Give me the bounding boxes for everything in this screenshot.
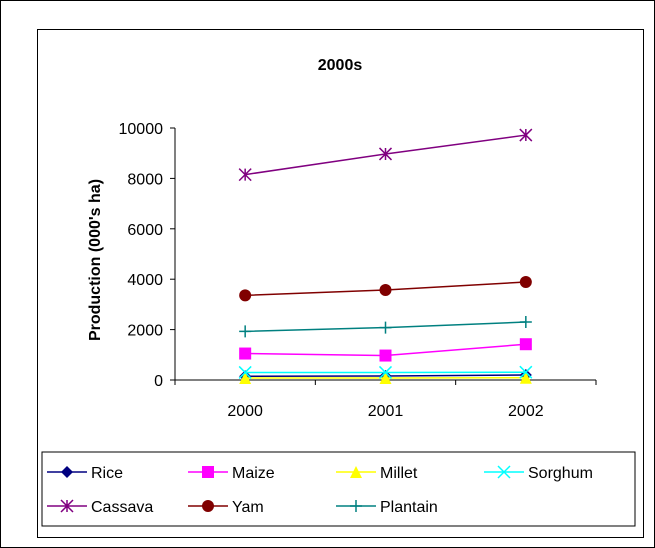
legend-item-millet: Millet [336,465,418,482]
data-point [519,275,532,288]
data-point [519,338,532,351]
legend-marker [202,500,214,512]
x-tick-label: 2001 [368,403,404,420]
legend-label: Millet [380,465,418,482]
data-point [238,168,252,182]
data-point [379,349,392,362]
data-point [519,371,532,384]
data-point [519,365,533,379]
legend-item-cassava: Cassava [47,499,153,516]
legend-label: Rice [91,465,123,482]
legend-item-sorghum: Sorghum [484,465,593,482]
data-point [239,289,252,302]
data-point [238,365,252,379]
series-plantain [239,316,532,338]
legend-label: Plantain [380,499,438,516]
series-layer [238,128,533,384]
legend-marker [61,466,73,478]
data-point [239,325,252,338]
legend-marker [350,500,362,512]
series-maize [239,338,532,362]
legend-label: Maize [232,465,275,482]
series-millet [239,371,532,384]
data-point [519,316,532,329]
legend: Rice Maize Millet Sorghum Cassava Yam Plantain [47,465,593,516]
y-tick-label: 8000 [127,171,163,188]
legend-item-yam: Yam [188,499,264,516]
chart-border [37,29,644,538]
legend-item-maize: Maize [188,465,275,482]
legend-marker [497,465,511,479]
legend-marker [60,499,74,513]
x-tick-label: 2002 [508,403,544,420]
legend-item-rice: Rice [47,465,123,482]
series-yam [239,275,532,302]
y-tick-label: 10000 [119,121,164,138]
y-tick-label: 4000 [127,272,163,289]
y-tick-label: 6000 [127,222,163,239]
series-sorghum [238,365,533,379]
y-axis-label: Production (000's ha) [87,179,104,341]
y-tick-label: 0 [154,373,163,390]
legend-label: Yam [232,499,264,516]
data-point [379,321,392,334]
data-point [239,347,252,360]
series-cassava [238,128,533,182]
legend-marker [202,466,214,478]
chart-title: 2000s [318,57,363,74]
legend-label: Sorghum [528,465,593,482]
legend-item-plantain: Plantain [336,499,438,516]
legend-box [41,451,636,527]
legend-marker [350,466,362,478]
data-point [378,147,393,161]
data-point [379,284,392,297]
data-point [519,128,533,142]
y-tick-label: 2000 [127,323,163,340]
legend-label: Cassava [91,499,153,516]
data-point [378,365,393,379]
data-point [379,371,392,384]
data-point [239,371,252,384]
x-tick-label: 2000 [227,403,263,420]
